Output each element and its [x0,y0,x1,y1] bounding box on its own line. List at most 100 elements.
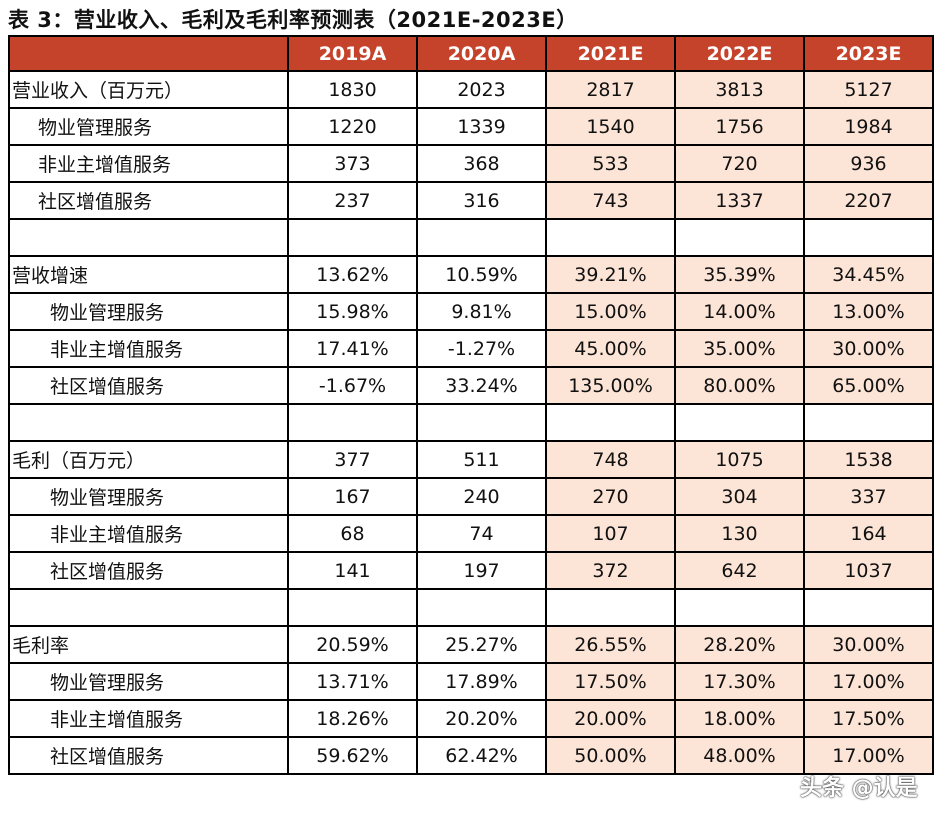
value-cell: -1.67% [287,366,418,405]
row-label: 物业管理服务 [8,477,289,516]
value-cell: 720 [674,144,805,183]
table-title: 表 3：营业收入、毛利及毛利率预测表（2021E-2023E） [8,8,578,32]
value-cell: 1220 [287,107,418,146]
value-cell: 26.55% [545,625,676,664]
watermark: 头条 @认是 [800,776,918,801]
value-cell: 18.26% [287,699,418,738]
value-cell: 17.50% [803,699,934,738]
value-cell: 9.81% [416,292,547,331]
value-cell: 18.00% [674,699,805,738]
row-label: 非业主增值服务 [8,144,289,183]
row-label: 非业主增值服务 [8,699,289,738]
value-cell [545,588,676,627]
value-cell: 65.00% [803,366,934,405]
table-row: 社区增值服务 59.62% 62.42% 50.00% 48.00% 17.00% [8,736,934,775]
value-cell: 13.00% [803,292,934,331]
header-row: 2019A 2020A 2021E 2022E 2023E [8,35,934,72]
value-cell: 15.00% [545,292,676,331]
table-row: 毛利率 20.59% 25.27% 26.55% 28.20% 30.00% [8,625,934,664]
table-row: 社区增值服务 237 316 743 1337 2207 [8,181,934,220]
value-cell [545,403,676,442]
value-cell: 337 [803,477,934,516]
table-row: 营收增速 13.62% 10.59% 39.21% 35.39% 34.45% [8,255,934,294]
table-row: 社区增值服务 141 197 372 642 1037 [8,551,934,590]
value-cell: 167 [287,477,418,516]
table-row: 物业管理服务 13.71% 17.89% 17.50% 17.30% 17.00% [8,662,934,701]
value-cell [674,403,805,442]
row-label: 社区增值服务 [8,551,289,590]
value-cell: 28.20% [674,625,805,664]
table-row: 非业主增值服务 68 74 107 130 164 [8,514,934,553]
header-cell-2019A: 2019A [287,35,418,72]
value-cell: 33.24% [416,366,547,405]
value-cell: 1339 [416,107,547,146]
value-cell: 373 [287,144,418,183]
table-row: 营业收入（百万元） 1830 2023 2817 3813 5127 [8,70,934,109]
value-cell: 14.00% [674,292,805,331]
value-cell: 748 [545,440,676,479]
value-cell: 533 [545,144,676,183]
value-cell: 39.21% [545,255,676,294]
value-cell: 141 [287,551,418,590]
value-cell: 17.30% [674,662,805,701]
value-cell [416,218,547,257]
value-cell: 368 [416,144,547,183]
value-cell: 1756 [674,107,805,146]
row-label: 社区增值服务 [8,736,289,775]
value-cell [287,588,418,627]
row-label: 非业主增值服务 [8,329,289,368]
value-cell [287,218,418,257]
header-cell-2020A: 2020A [416,35,547,72]
value-cell: 642 [674,551,805,590]
row-label: 毛利率 [8,625,289,664]
value-cell: 50.00% [545,736,676,775]
value-cell [416,403,547,442]
value-cell: 80.00% [674,366,805,405]
spacer-row [8,218,934,257]
header-cell-label [8,35,289,72]
row-label: 营业收入（百万元） [8,70,289,109]
value-cell: 30.00% [803,625,934,664]
value-cell: 17.00% [803,736,934,775]
table-row: 物业管理服务 1220 1339 1540 1756 1984 [8,107,934,146]
row-label: 物业管理服务 [8,662,289,701]
value-cell: 1037 [803,551,934,590]
value-cell: 20.59% [287,625,418,664]
value-cell: 316 [416,181,547,220]
value-cell: 17.41% [287,329,418,368]
value-cell: 936 [803,144,934,183]
table-row: 毛利（百万元） 377 511 748 1075 1538 [8,440,934,479]
value-cell: 377 [287,440,418,479]
header-cell-2021E: 2021E [545,35,676,72]
value-cell: 13.62% [287,255,418,294]
value-cell: 17.00% [803,662,934,701]
value-cell: 30.00% [803,329,934,368]
value-cell: 197 [416,551,547,590]
value-cell: 2207 [803,181,934,220]
value-cell: 1984 [803,107,934,146]
row-label [8,218,289,257]
row-label: 非业主增值服务 [8,514,289,553]
table-row: 非业主增值服务 373 368 533 720 936 [8,144,934,183]
value-cell: 372 [545,551,676,590]
value-cell [803,218,934,257]
value-cell: 20.00% [545,699,676,738]
value-cell [803,403,934,442]
row-label: 物业管理服务 [8,292,289,331]
value-cell: 17.89% [416,662,547,701]
value-cell: 62.42% [416,736,547,775]
row-label: 营收增速 [8,255,289,294]
value-cell: 2023 [416,70,547,109]
value-cell: 34.45% [803,255,934,294]
value-cell: 2817 [545,70,676,109]
row-label: 毛利（百万元） [8,440,289,479]
value-cell: 35.00% [674,329,805,368]
header-cell-2023E: 2023E [803,35,934,72]
value-cell: -1.27% [416,329,547,368]
row-label [8,588,289,627]
value-cell: 1538 [803,440,934,479]
value-cell: 107 [545,514,676,553]
value-cell [545,218,676,257]
row-label: 物业管理服务 [8,107,289,146]
value-cell: 45.00% [545,329,676,368]
